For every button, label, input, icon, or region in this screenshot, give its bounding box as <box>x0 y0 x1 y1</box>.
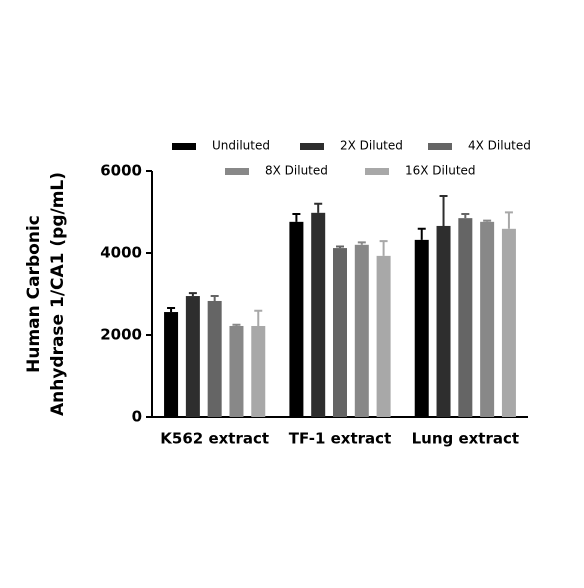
bar <box>207 300 222 417</box>
error-bar <box>417 227 426 240</box>
bar <box>229 325 244 417</box>
x-tick-label: TF-1 extract <box>289 430 392 448</box>
legend-label: 2X Diluted <box>340 139 403 153</box>
error-bar <box>210 295 219 301</box>
bar <box>251 325 266 417</box>
x-tick-label: Lung extract <box>412 430 519 448</box>
error-bar <box>167 306 176 313</box>
y-axis-title-line: Human Carbonic <box>24 215 44 373</box>
y-tick-label: 2000 <box>100 326 142 344</box>
bar <box>311 212 326 417</box>
bar <box>333 248 347 417</box>
bar <box>480 221 495 417</box>
y-tick-label: 0 <box>132 408 142 426</box>
bar <box>436 225 451 417</box>
error-bar <box>232 323 241 326</box>
y-axis-title-line: Anhydrase 1/CA1 (pg/mL) <box>48 172 68 416</box>
x-tick-label: K562 extract <box>160 430 269 448</box>
error-bar <box>254 309 263 326</box>
legend-label: 4X Diluted <box>468 139 531 153</box>
bar <box>376 255 391 417</box>
bar <box>414 239 429 417</box>
error-bar <box>379 240 388 256</box>
legend-swatch <box>225 168 249 175</box>
error-bar <box>504 211 513 229</box>
error-bar <box>292 213 301 222</box>
y-tick-label: 6000 <box>100 162 142 180</box>
error-bar <box>314 202 323 213</box>
legend-label: Undiluted <box>212 139 270 153</box>
error-bar <box>336 245 344 249</box>
legend-swatch <box>428 143 452 150</box>
error-bar <box>439 195 448 226</box>
legend-swatch <box>172 143 196 150</box>
error-bar <box>357 241 366 245</box>
legend-label: 8X Diluted <box>265 164 328 178</box>
legend-swatch <box>365 168 389 175</box>
y-axis-title: Human Carbonic Anhydrase 1/CA1 (pg/mL) <box>24 172 68 416</box>
bar <box>289 221 304 417</box>
bar <box>501 228 516 417</box>
bar <box>185 296 200 417</box>
bar <box>458 218 473 417</box>
bar <box>164 312 179 417</box>
error-bar <box>188 292 197 297</box>
error-bar <box>461 213 470 219</box>
legend-label: 16X Diluted <box>405 164 476 178</box>
legend-swatch <box>300 143 324 150</box>
y-tick-label: 4000 <box>100 244 142 262</box>
bar <box>354 244 369 417</box>
error-bar <box>483 219 492 222</box>
